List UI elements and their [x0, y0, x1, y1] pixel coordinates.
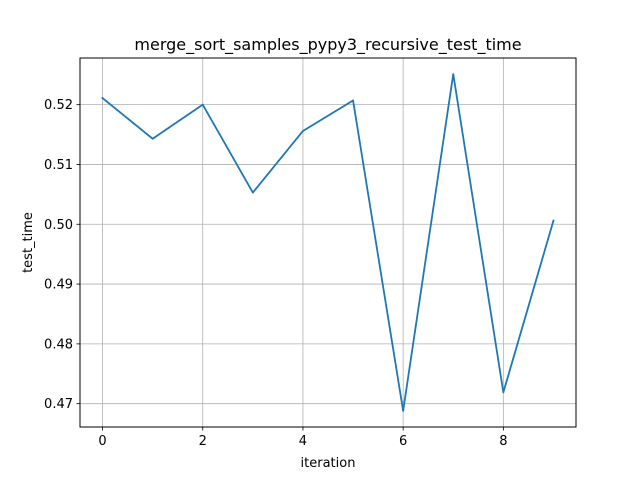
grid-lines [80, 58, 576, 427]
data-point [502, 391, 505, 394]
data-point [151, 137, 154, 140]
chart-title: merge_sort_samples_pypy3_recursive_test_… [134, 35, 521, 55]
y-tick-label: 0.49 [44, 278, 73, 293]
x-tick-label: 0 [98, 434, 106, 449]
data-point [452, 73, 455, 76]
data-point [402, 409, 405, 412]
plot-frame [79, 57, 577, 428]
data-point [101, 97, 104, 99]
x-axis-label: iteration [301, 456, 356, 471]
y-tick-label: 0.47 [44, 397, 73, 412]
x-tick-label: 4 [299, 434, 307, 449]
data-point [201, 103, 204, 106]
y-tick-label: 0.48 [44, 337, 73, 352]
y-tick-label: 0.50 [44, 218, 73, 233]
data-point [352, 99, 354, 102]
data-point [302, 130, 304, 132]
data-point [251, 191, 254, 194]
y-tick-label: 0.51 [44, 158, 73, 173]
x-tick-label: 6 [399, 434, 407, 449]
x-tick-label: 8 [499, 434, 507, 449]
plot-area [80, 58, 576, 427]
y-tick-label: 0.52 [44, 98, 73, 113]
data-series [101, 73, 555, 412]
series-line [101, 73, 555, 412]
y-axis-label: test_time [21, 212, 36, 273]
axis-ticks: 0 2 4 6 8 0.47 0.48 0.49 0.50 0.51 0.52 [44, 98, 507, 449]
data-point [552, 219, 555, 222]
x-tick-label: 2 [199, 434, 207, 449]
